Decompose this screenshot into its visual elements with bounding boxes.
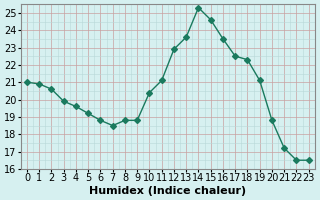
X-axis label: Humidex (Indice chaleur): Humidex (Indice chaleur) bbox=[89, 186, 246, 196]
